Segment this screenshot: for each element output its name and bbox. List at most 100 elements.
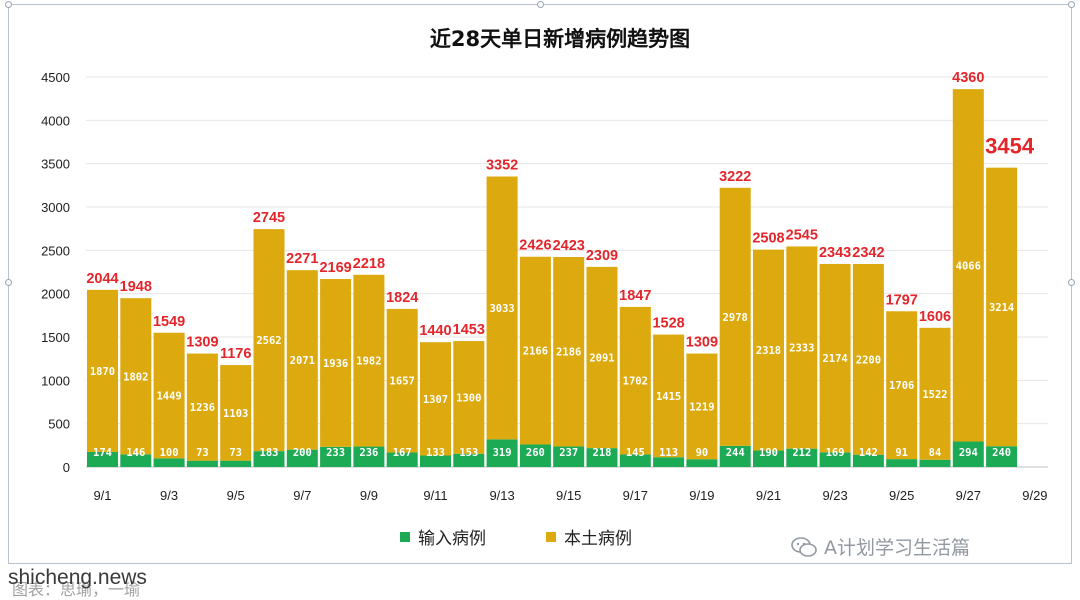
data-label-local: 2174 [822, 353, 847, 365]
data-label-imported: 73 [229, 447, 242, 459]
y-tick-label: 4000 [41, 113, 70, 128]
data-label-imported: 133 [426, 447, 445, 459]
x-tick-label: 9/29 [1022, 488, 1047, 503]
resize-handle-top-right[interactable] [1068, 1, 1075, 8]
bar-imported [286, 449, 318, 467]
bar-imported [753, 450, 784, 467]
bar-local [353, 274, 385, 447]
data-label-imported: 244 [726, 447, 745, 459]
y-tick-label: 4500 [41, 70, 70, 85]
data-label-total: 3454 [985, 134, 1035, 159]
bar-local [186, 353, 218, 461]
data-label-total: 1440 [419, 323, 451, 339]
resize-handle-right[interactable] [1068, 279, 1075, 286]
data-label-imported: 146 [126, 447, 145, 459]
data-label-local: 4066 [956, 260, 981, 272]
data-label-local: 2186 [556, 347, 581, 359]
y-tick-label: 500 [48, 417, 70, 432]
x-tick-label: 9/17 [623, 488, 648, 503]
data-label-local: 1449 [156, 391, 181, 403]
source-note: 图表：思瑜，一瑜 [12, 580, 141, 599]
x-tick-label: 9/3 [160, 488, 178, 503]
bar-imported [320, 446, 352, 467]
y-tick-label: 3000 [41, 200, 70, 215]
bar-imported [919, 459, 951, 467]
bar-local [986, 167, 1018, 447]
bar-local [386, 308, 418, 453]
bar-local [120, 298, 152, 455]
watermark-text: A计划学习生活篇 [824, 537, 970, 559]
data-label-local: 1415 [656, 391, 681, 403]
data-label-local: 1936 [323, 358, 348, 370]
data-label-imported: 169 [826, 447, 845, 459]
data-label-imported: 174 [93, 447, 112, 459]
data-label-total: 3352 [486, 157, 518, 173]
bar-local [553, 257, 585, 447]
legend-swatch-local [546, 531, 556, 542]
data-label-local: 2200 [856, 354, 881, 366]
legend-label-imported: 输入病例 [418, 529, 486, 549]
bar-local [586, 266, 618, 449]
data-label-imported: 113 [659, 447, 678, 459]
data-label-total: 3222 [719, 169, 751, 185]
bar-local [519, 256, 551, 445]
data-label-local: 1300 [456, 392, 481, 404]
legend: 输入病例 本土病例 [400, 524, 632, 549]
data-label-total: 4360 [952, 70, 984, 86]
legend-item-imported: 输入病例 [400, 524, 486, 549]
data-label-local: 1236 [190, 402, 215, 414]
x-tick-label: 9/9 [360, 488, 378, 503]
x-tick-label: 9/25 [889, 488, 914, 503]
data-label-imported: 200 [293, 447, 312, 459]
y-tick-label: 0 [63, 460, 70, 475]
legend-item-local: 本土病例 [546, 524, 632, 549]
bar-imported [153, 458, 185, 467]
data-label-local: 1870 [90, 366, 115, 378]
data-label-local: 2166 [523, 346, 548, 358]
data-label-imported: 240 [992, 447, 1011, 459]
data-label-total: 1309 [686, 335, 718, 351]
bar-local [220, 365, 252, 461]
bar-local [786, 246, 818, 449]
y-tick-label: 1500 [41, 330, 70, 345]
bar-imported [786, 448, 818, 467]
y-tick-label: 1000 [41, 373, 70, 388]
site-mark: shicheng.news [8, 566, 147, 589]
data-label-total: 2343 [819, 245, 851, 261]
data-label-imported: 319 [493, 447, 512, 459]
bar-local [453, 341, 485, 454]
data-label-imported: 142 [859, 447, 878, 459]
data-label-local: 2333 [789, 343, 814, 355]
bar-imported [686, 459, 718, 467]
data-label-total: 1606 [919, 309, 951, 325]
data-label-total: 1847 [619, 288, 651, 304]
bar-local [320, 279, 352, 447]
data-label-imported: 190 [759, 447, 778, 459]
data-label-local: 1522 [922, 389, 947, 401]
data-label-imported: 153 [459, 447, 478, 459]
bar-imported [420, 455, 451, 467]
data-label-total: 2508 [752, 231, 784, 247]
x-tick-label: 9/1 [93, 488, 111, 503]
resize-handle-top-left[interactable] [5, 1, 12, 8]
data-label-local: 3033 [489, 303, 514, 315]
data-label-local: 2091 [589, 352, 614, 364]
data-label-imported: 90 [696, 447, 709, 459]
data-label-total: 1309 [186, 335, 218, 351]
data-label-total: 1528 [652, 316, 684, 332]
data-label-local: 1706 [889, 380, 914, 392]
data-label-total: 2044 [86, 271, 118, 287]
data-label-local: 1702 [623, 376, 648, 388]
data-label-local: 2562 [256, 335, 281, 347]
data-label-total: 2745 [253, 210, 285, 226]
resize-handle-top[interactable] [537, 1, 544, 8]
data-label-local: 2071 [290, 355, 315, 367]
resize-handle-left[interactable] [5, 279, 12, 286]
data-label-imported: 218 [593, 447, 612, 459]
bar-local [286, 270, 318, 450]
bar-imported [653, 457, 685, 467]
data-label-total: 1176 [220, 346, 251, 362]
bar-imported [886, 459, 918, 467]
bar-local [87, 289, 118, 452]
x-tick-label: 9/13 [489, 488, 514, 503]
